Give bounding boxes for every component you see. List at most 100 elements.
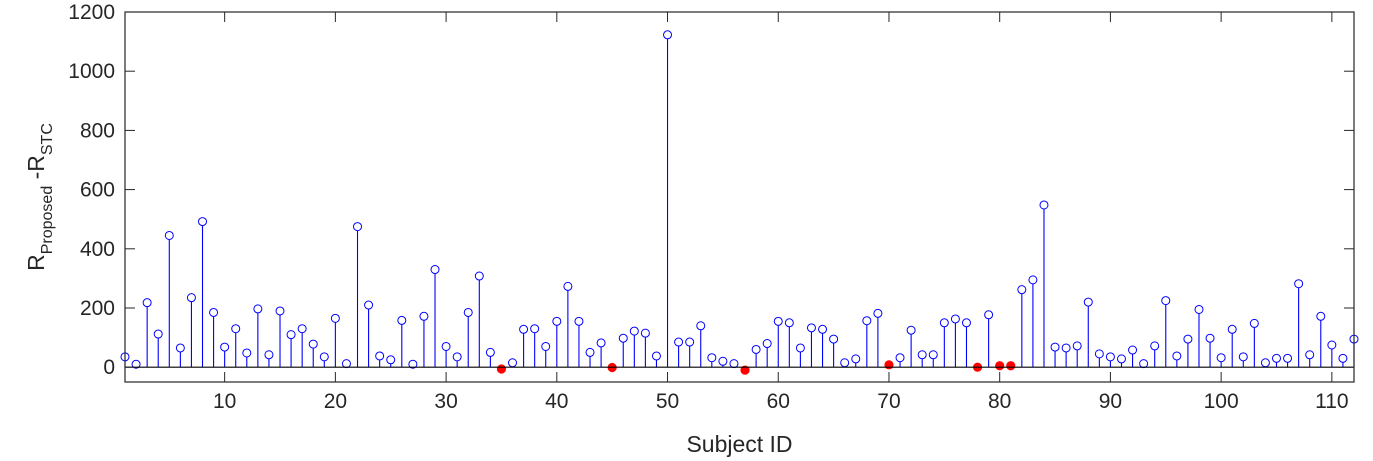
stem-marker (1194, 304, 1204, 314)
stem-marker (353, 222, 363, 232)
stem-marker (275, 306, 285, 316)
stem-marker (408, 359, 418, 369)
stem-marker (220, 342, 230, 352)
stem-marker (253, 304, 263, 314)
y-axis-label-main-1: R (23, 254, 49, 271)
stems-layer (120, 30, 1359, 375)
stem-marker (840, 358, 850, 368)
stem-marker (1105, 352, 1115, 362)
stem-marker (696, 321, 706, 331)
stem-marker (640, 328, 650, 338)
x-tick-label: 70 (877, 390, 900, 413)
stem-marker (1305, 350, 1315, 360)
stem-marker (1017, 285, 1027, 295)
stem-marker (209, 307, 219, 317)
stem-marker (198, 217, 208, 227)
stem-marker (873, 308, 883, 318)
y-tick-label: 200 (80, 297, 115, 320)
stem-marker-negative (740, 365, 750, 375)
stem-marker (1327, 340, 1337, 350)
y-tick-label: 600 (80, 179, 115, 202)
plot-area-box (124, 11, 1355, 383)
stem-marker (718, 356, 728, 366)
stem-marker (773, 316, 783, 326)
stem-marker (795, 343, 805, 353)
stem-marker (574, 316, 584, 326)
y-tick-label: 1200 (68, 1, 115, 24)
stem-marker (1116, 354, 1126, 364)
y-tick-label: 1000 (68, 60, 115, 83)
stem-marker (651, 351, 661, 361)
stem-marker (131, 359, 141, 369)
stem-marker (231, 324, 241, 334)
stem-marker (1238, 352, 1248, 362)
stem-marker (618, 333, 628, 343)
stem-marker (375, 351, 385, 361)
stem-marker (674, 337, 684, 347)
stem-marker (1028, 275, 1038, 285)
stem-marker (585, 347, 595, 357)
stem-marker (319, 352, 329, 362)
stem-marker (1094, 349, 1104, 359)
stem-marker (330, 313, 340, 323)
stem-marker-negative (496, 364, 507, 374)
x-tick-label: 30 (434, 390, 457, 413)
stem-marker (1150, 341, 1160, 351)
stem-marker (164, 230, 174, 240)
stem-marker (541, 341, 551, 351)
y-axis-label-sub-2: STC (39, 123, 56, 155)
stem-marker (552, 316, 562, 326)
stem-marker (818, 324, 828, 334)
stem-marker (663, 30, 673, 40)
y-tick-label: 800 (80, 119, 115, 142)
stem-marker (1061, 343, 1071, 353)
stem-marker (629, 326, 639, 336)
stem-marker (729, 359, 739, 369)
stem-marker (386, 355, 396, 365)
stem-marker (1338, 353, 1348, 363)
x-tick-label: 110 (1315, 390, 1348, 413)
stem-marker (530, 324, 540, 334)
stem-marker (286, 330, 296, 340)
x-tick-label: 40 (545, 390, 568, 413)
stem-marker (430, 265, 440, 275)
stem-marker (829, 334, 839, 344)
stem-marker (596, 338, 606, 348)
stem-marker (452, 352, 462, 362)
x-tick-label: 90 (1099, 390, 1122, 413)
stem-marker (563, 281, 573, 291)
stem-marker (341, 359, 351, 369)
stem-marker (1316, 311, 1326, 321)
x-tick-label: 20 (324, 390, 347, 413)
stem-marker (474, 271, 484, 281)
stem-marker (1161, 296, 1171, 306)
stem-marker (1271, 353, 1281, 363)
stem-marker (297, 324, 307, 334)
stem-marker (142, 298, 152, 308)
ticks-layer: 0 200 400 600 800 1000 1200 10 20 30 40 50 60 70 80 90 1… (68, 1, 1354, 413)
stem-marker (784, 318, 794, 328)
stem-marker (397, 315, 407, 325)
stem-marker (762, 339, 772, 349)
stem-marker (707, 353, 717, 363)
y-axis-label-main-2: -R (23, 155, 49, 186)
stem-marker (950, 314, 960, 324)
stem-marker (895, 353, 905, 363)
y-axis-label-sub-1: Proposed (39, 186, 56, 255)
stem-marker (519, 324, 529, 334)
y-tick-label: 0 (103, 356, 115, 379)
x-tick-label: 10 (213, 390, 236, 413)
stem-marker-negative (1006, 361, 1016, 371)
stem-marker-negative (995, 361, 1005, 371)
x-tick-label: 100 (1204, 390, 1239, 413)
stem-marker (939, 318, 949, 328)
stem-marker (1039, 200, 1049, 210)
stem-marker (175, 343, 185, 353)
stem-marker (1283, 353, 1293, 363)
stem-marker (308, 339, 318, 349)
stem-marker (1205, 333, 1215, 343)
stem-marker (1083, 297, 1093, 307)
x-axis-label: Subject ID (686, 431, 792, 457)
stem-marker (441, 341, 451, 351)
